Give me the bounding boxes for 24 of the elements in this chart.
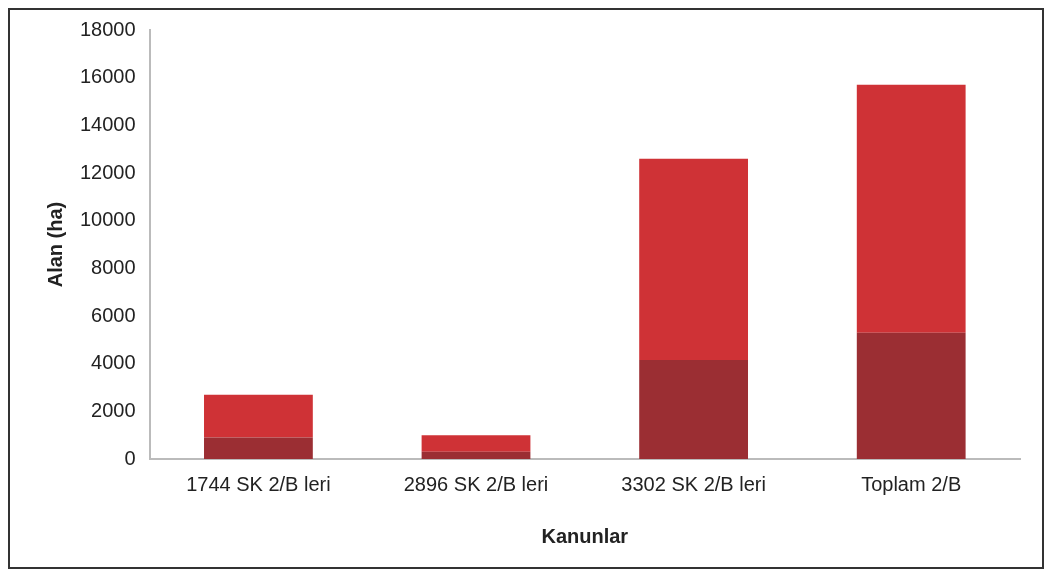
bar [204,437,313,459]
y-axis-title: Alan (ha) [43,201,66,288]
bar [856,84,966,333]
x-tick-label: 3302 SK 2/B leri [621,472,766,495]
y-tick-label: 16000 [79,65,136,88]
y-tick-label: 18000 [79,17,136,40]
bar [639,158,749,361]
y-tick-label: 2000 [91,398,136,421]
y-tick-label: 4000 [91,351,136,374]
y-tick-label: 10000 [79,208,136,231]
bar [204,394,313,438]
y-tick-label: 0 [124,446,136,469]
y-tick-label: 8000 [91,255,136,278]
y-tick-label: 12000 [79,160,136,183]
y-tick-label: 6000 [91,303,136,326]
x-tick-label: 1744 SK 2/B leri [186,472,331,495]
y-tick-label: 14000 [79,112,136,135]
x-axis-title: Kanunlar [541,524,629,547]
x-tick-label: Toplam 2/B [861,472,962,495]
bar [421,451,531,459]
x-tick-label: 2896 SK 2/B leri [403,472,549,495]
bar [421,435,531,452]
bar [856,332,966,459]
bar [639,360,749,459]
